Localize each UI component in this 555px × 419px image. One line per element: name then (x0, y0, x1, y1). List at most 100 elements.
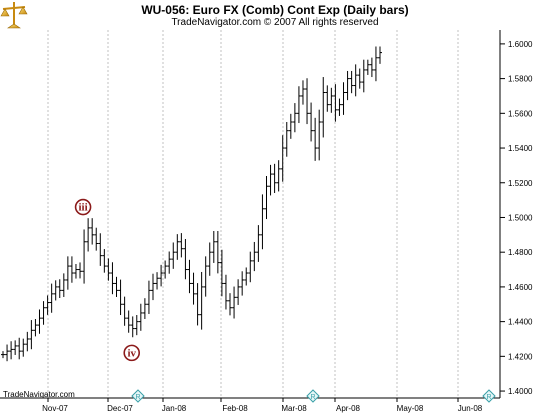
x-tick-label: Dec-07 (107, 404, 133, 413)
ohlc-bar (102, 249, 107, 273)
ohlc-bar (155, 272, 160, 290)
wave-label-circle (123, 344, 141, 362)
x-tick-label: Nov-07 (42, 404, 68, 413)
ohlc-bar (296, 86, 301, 124)
event-marker[interactable]: R (131, 389, 145, 403)
ohlc-bar (138, 303, 143, 331)
ohlc-bar (82, 229, 87, 284)
ohlc-bar (236, 279, 241, 305)
ohlc-bar (345, 70, 350, 101)
ohlc-bar (114, 276, 119, 297)
y-tick-label: 1.4200 (508, 352, 533, 361)
y-tick-label: 1.5200 (508, 179, 533, 188)
ohlc-bar (69, 256, 74, 283)
y-tick-label: 1.5000 (508, 213, 533, 222)
ohlc-bar (130, 316, 135, 338)
x-tick-label: Mar-08 (281, 404, 307, 413)
ohlc-bar (252, 241, 257, 272)
x-tick-label: Apr-08 (336, 404, 361, 413)
ohlc-bar (163, 260, 168, 279)
ohlc-bar (98, 233, 103, 266)
ohlc-bar (195, 283, 200, 326)
ohlc-bar (325, 85, 330, 112)
ohlc-bar (134, 315, 139, 336)
ohlc-bar (29, 320, 34, 350)
ohlc-bar (33, 319, 38, 337)
x-tick-label: Feb-08 (222, 404, 248, 413)
ohlc-bar (244, 267, 249, 286)
ohlc-bar (183, 238, 188, 280)
marker-diamond (482, 389, 496, 403)
ohlc-bar (86, 218, 91, 252)
wave-label-circle (74, 198, 92, 216)
ohlc-bar (17, 337, 22, 360)
ohlc-bar (313, 117, 318, 161)
marker-label: R (310, 394, 315, 401)
ohlc-bar (203, 256, 208, 297)
ohlc-bar (300, 80, 305, 105)
ohlc-bar (106, 258, 111, 281)
ohlc-bar (223, 274, 228, 310)
y-tick-label: 1.5400 (508, 144, 533, 153)
ohlc-bar (280, 135, 285, 182)
ohlc-bar (337, 98, 342, 116)
ohlc-bar (191, 272, 196, 305)
ohlc-bar (41, 301, 46, 325)
y-tick-label: 1.4600 (508, 283, 533, 292)
wave-labels: iii iv (74, 198, 141, 362)
ohlc-bar (78, 262, 83, 279)
event-marker[interactable]: R (482, 389, 496, 403)
ohlc-bar (240, 271, 245, 296)
trade-navigator-logo (0, 2, 28, 29)
ohlc-bar (53, 280, 58, 301)
event-marker[interactable]: R (306, 389, 320, 403)
price-bars (1, 46, 382, 362)
ohlc-bar (57, 279, 62, 299)
ohlc-bar (288, 113, 293, 139)
marker-label: R (135, 394, 140, 401)
marker-diamond (306, 389, 320, 403)
ohlc-bar (369, 57, 374, 78)
wave-label-iii: iii (74, 198, 92, 216)
x-tick-label: Jan-08 (162, 404, 187, 413)
ohlc-bar (329, 87, 334, 113)
ohlc-bar (45, 295, 50, 315)
ohlc-bar (260, 194, 265, 250)
chart-subtitle: TradeNavigator.com © 2007 All rights res… (171, 17, 378, 28)
ohlc-bar (272, 163, 277, 193)
ohlc-bar (146, 280, 151, 314)
ohlc-bar (65, 256, 70, 290)
wave-label-text: iv (127, 347, 136, 359)
ohlc-bar (73, 263, 78, 279)
ohlc-bar (365, 59, 370, 75)
ohlc-bar (110, 262, 115, 295)
marker-diamond (131, 389, 145, 403)
y-tick-label: 1.4800 (508, 248, 533, 257)
ohlc-bar (232, 286, 237, 319)
ohlc-bar (187, 259, 192, 294)
ohlc-bar (378, 46, 382, 64)
ohlc-bar (292, 103, 297, 133)
ohlc-bar (25, 331, 30, 352)
ohlc-bar (215, 231, 220, 274)
ohlc-bar (49, 283, 54, 313)
ohlc-bar (321, 77, 326, 138)
ohlc-bar (150, 273, 155, 301)
ohlc-bar (37, 309, 42, 334)
ohlc-bar (228, 293, 233, 316)
ohlc-bar (13, 340, 18, 355)
x-tick-label: May-08 (397, 404, 424, 413)
ohlc-bar (159, 264, 164, 287)
wave-label-iv: iv (123, 344, 141, 362)
y-tick-label: 1.5600 (508, 109, 533, 118)
x-axis: Nov-07 Dec-07 Jan-08 Feb-08 Mar-08 Apr-08 May-… (0, 397, 500, 413)
ohlc-bar (167, 251, 172, 274)
ohlc-bar (171, 242, 176, 269)
chart-title: WU-056: Euro FX (Comb) Cont Exp (Daily b… (141, 3, 408, 17)
wave-label-text: iii (78, 202, 87, 214)
ohlc-bar (268, 164, 273, 196)
ohlc-bar (353, 64, 358, 97)
